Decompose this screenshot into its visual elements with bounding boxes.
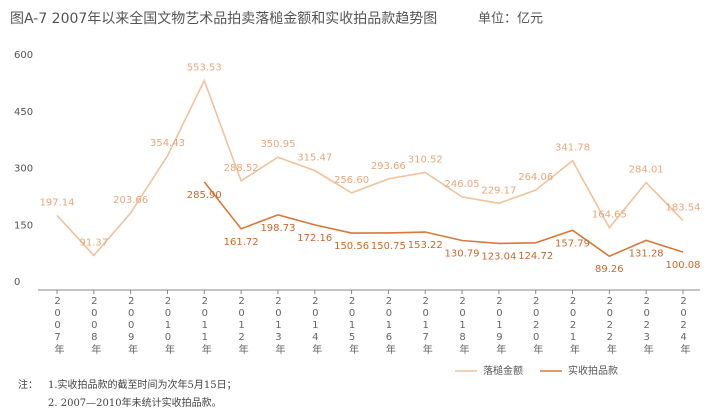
note: 1.实收拍品款的截至时间为次年5月15日； (48, 380, 237, 391)
y-tick-label: 0 (14, 277, 20, 288)
legend-label: 落槌金额 (483, 364, 523, 377)
chart-subtitle: 单位：亿元 (478, 12, 543, 27)
data-label: 161.72 (224, 237, 259, 248)
x-tick-label: 2010年 (162, 296, 174, 355)
data-label: 354.43 (150, 138, 185, 149)
data-label: 350.95 (260, 139, 295, 150)
x-tick-label: 2019年 (493, 296, 505, 355)
data-label: 256.60 (334, 175, 369, 186)
x-tick-label: 2015年 (346, 296, 358, 355)
data-label: 198.73 (260, 223, 295, 234)
data-label: 131.28 (629, 248, 664, 259)
data-label: 100.08 (666, 260, 701, 271)
series-line (203, 181, 684, 258)
data-label: 172.16 (297, 233, 332, 244)
x-tick-label: 2024年 (678, 296, 689, 355)
x-tick-label: 2013年 (272, 296, 284, 355)
data-label: 157.79 (555, 238, 590, 249)
series-line (56, 78, 684, 257)
x-tick-label: 2009年 (125, 296, 137, 355)
x-tick-label: 2023年 (641, 296, 653, 355)
x-tick-label: 2007年 (52, 296, 63, 355)
data-label: 123.04 (481, 251, 516, 262)
data-label: 89.26 (595, 264, 624, 275)
note-label: 注： (18, 380, 38, 391)
x-tick-label: 2017年 (420, 296, 432, 355)
y-tick-label: 600 (14, 50, 33, 61)
data-label: 315.47 (297, 153, 332, 164)
legend-label: 实收拍品款 (568, 364, 618, 377)
chart-title: 图A-7 2007年以来全国文物艺术品拍卖落槌金额和实收拍品款趋势图 (10, 10, 437, 27)
data-label: 183.54 (666, 203, 701, 214)
x-tick-label: 2021年 (567, 296, 579, 355)
data-label: 229.17 (481, 185, 516, 196)
data-label: 553.53 (187, 63, 222, 74)
y-tick-label: 450 (14, 107, 33, 118)
data-label: 91.37 (80, 237, 109, 248)
data-label: 341.78 (555, 143, 590, 154)
data-label: 124.72 (518, 251, 553, 262)
x-tick-label: 2014年 (309, 296, 321, 355)
x-tick-label: 2011年 (199, 296, 211, 355)
x-tick-label: 2022年 (604, 296, 616, 355)
data-label: 150.75 (371, 241, 406, 252)
y-tick-label: 300 (14, 164, 33, 175)
data-label: 310.52 (408, 155, 443, 166)
x-tick-label: 2012年 (236, 296, 248, 355)
x-tick-label: 2018年 (457, 296, 469, 355)
x-tick-label: 2008年 (88, 296, 100, 355)
data-label: 264.06 (518, 172, 553, 183)
data-label: 246.05 (445, 179, 480, 190)
data-label: 285.90 (187, 190, 222, 201)
note: 2. 2007—2010年未统计实收拍品款。 (48, 398, 222, 409)
data-label: 150.56 (334, 241, 369, 252)
y-tick-label: 150 (14, 220, 33, 231)
data-label: 164.65 (592, 210, 627, 221)
data-label: 293.66 (371, 161, 406, 172)
data-label: 130.79 (445, 249, 480, 260)
data-label: 197.14 (40, 197, 75, 208)
data-label: 203.66 (113, 195, 148, 206)
x-tick-label: 2016年 (383, 296, 395, 355)
data-label: 288.52 (224, 163, 259, 174)
data-label: 284.01 (629, 165, 664, 176)
x-tick-label: 2020年 (530, 296, 542, 355)
data-label: 153.22 (408, 240, 443, 251)
